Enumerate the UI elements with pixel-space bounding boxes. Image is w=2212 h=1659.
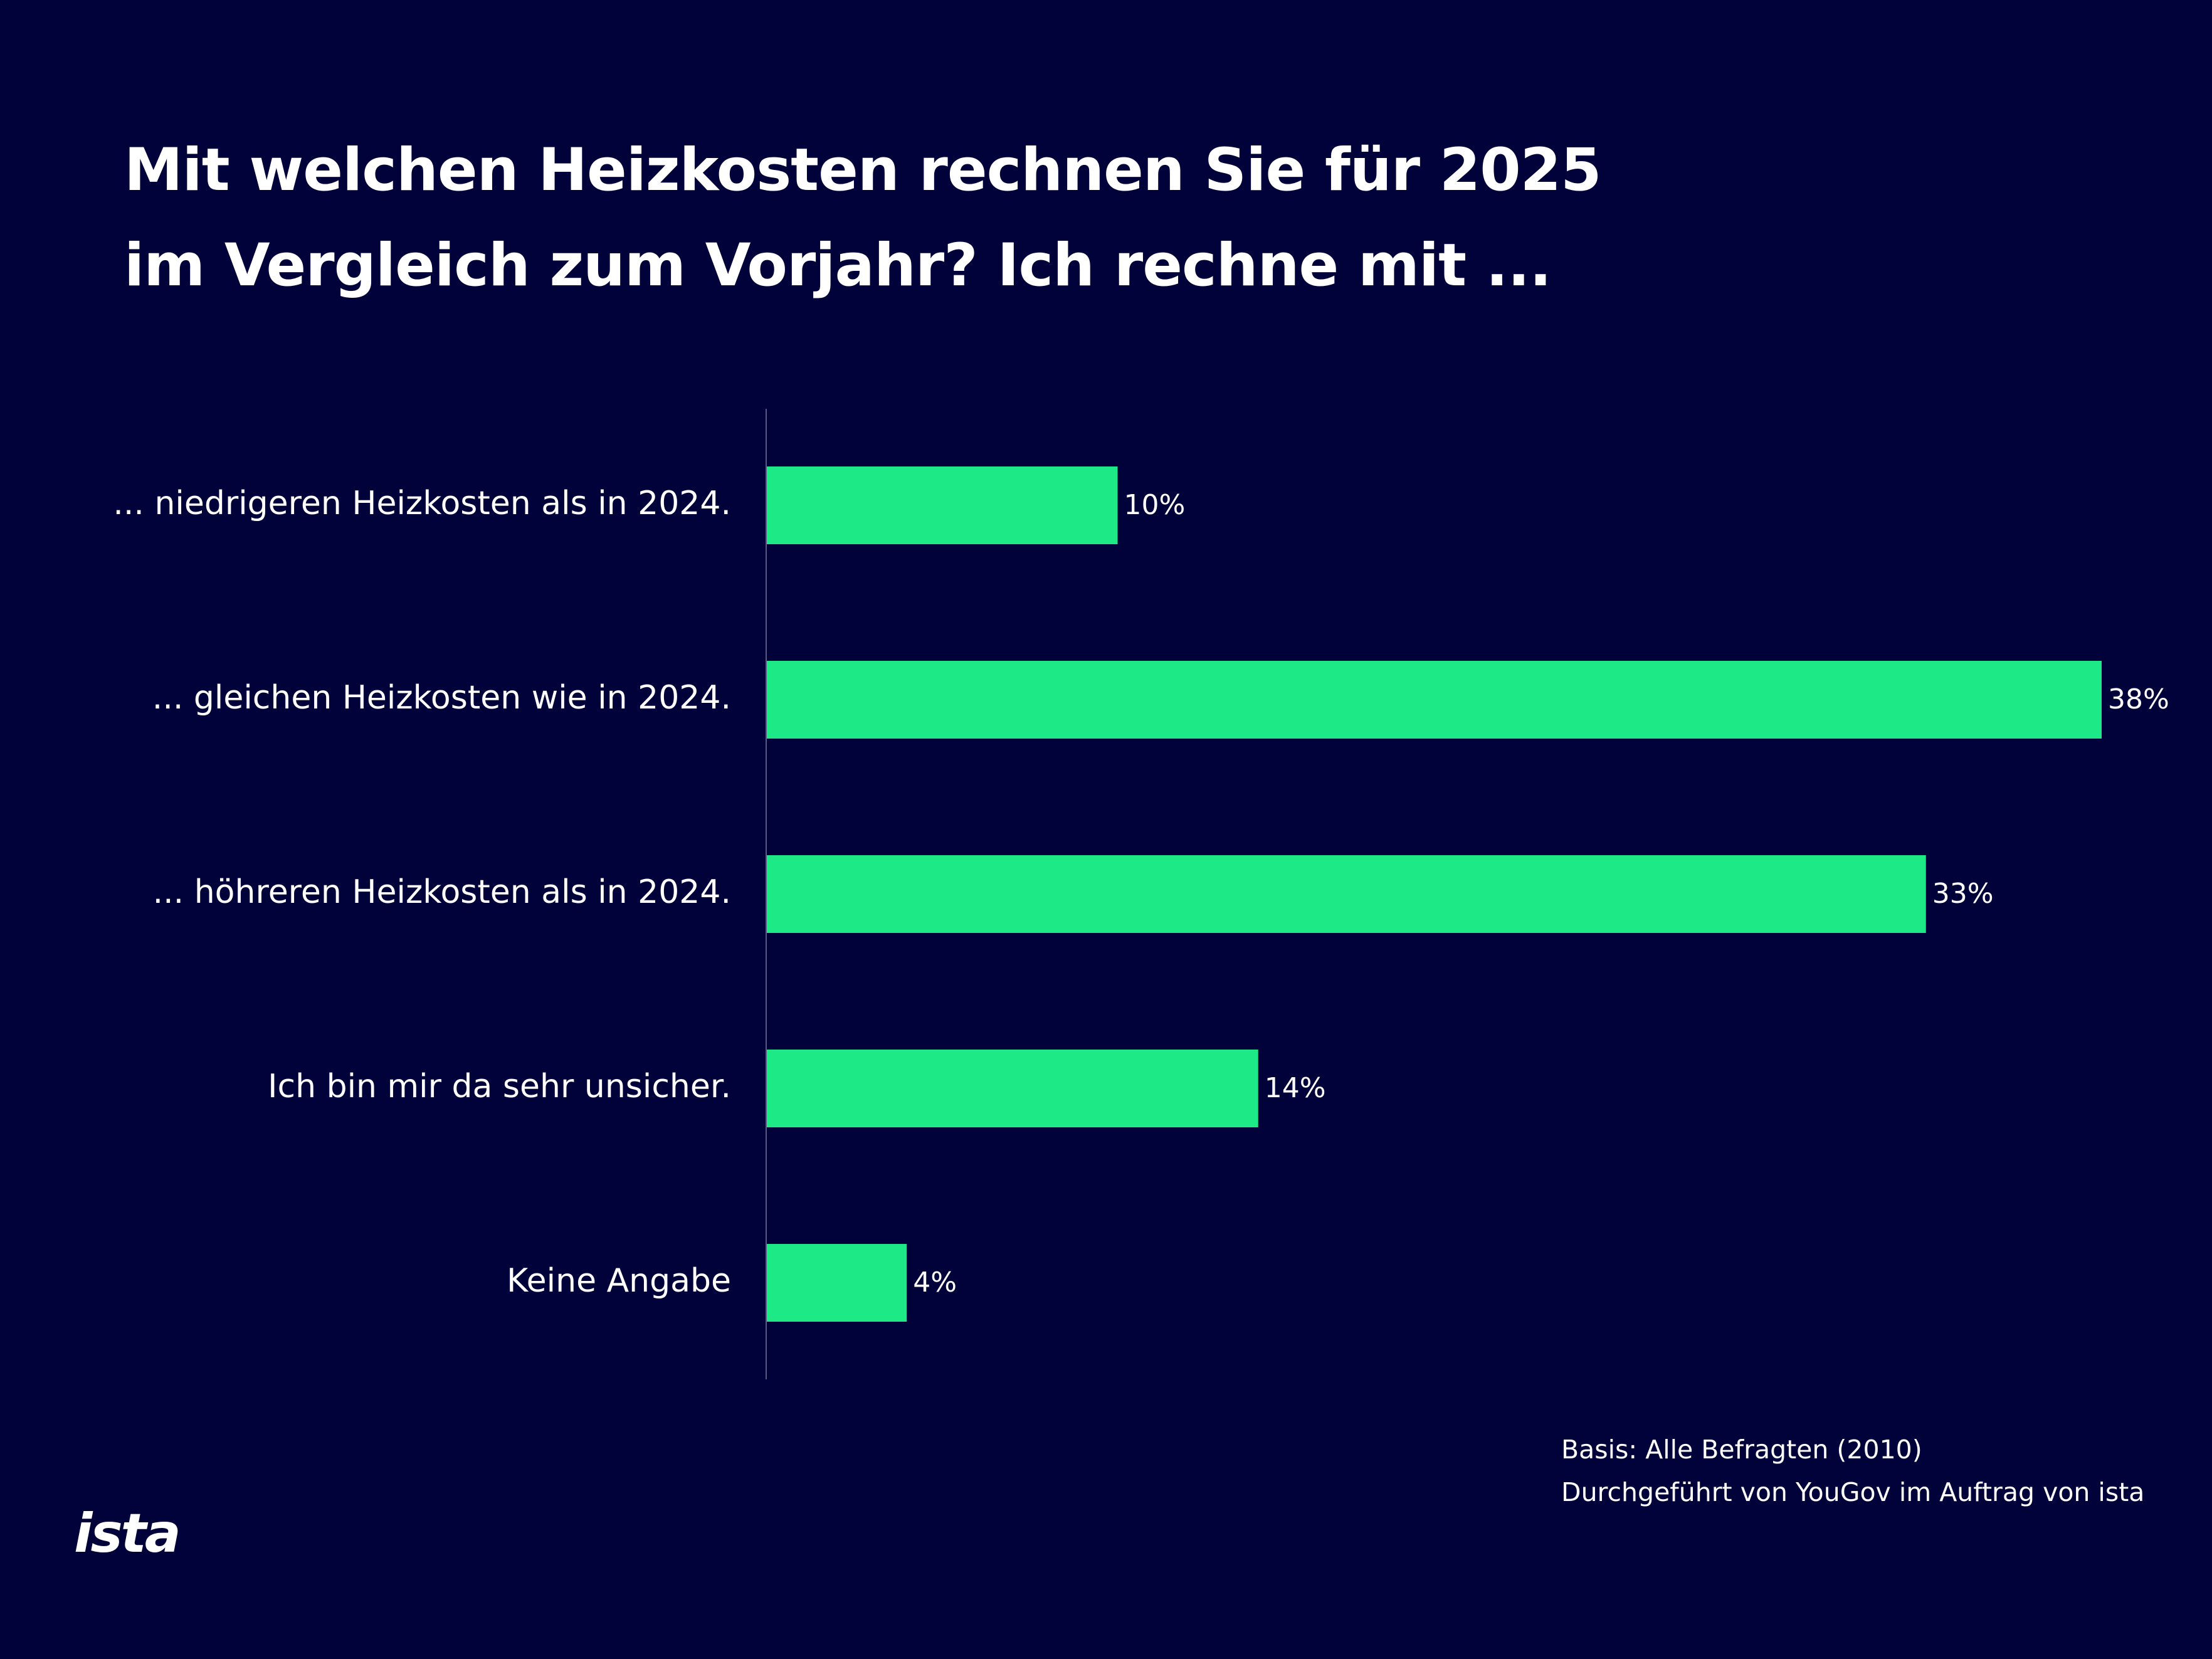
chart-title-line-1: Mit welchen Heizkosten rechnen Sie für 2…: [124, 136, 1601, 204]
source-note-conducted-by: Durchgeführt von YouGov im Auftrag von i…: [1561, 1477, 2145, 1507]
ista-logo: ista: [74, 1502, 181, 1565]
value-label-5: 4%: [913, 1267, 957, 1298]
value-label-1: 10%: [1124, 489, 1186, 521]
category-label-3: ... höhreren Heizkosten als in 2024.: [153, 873, 731, 911]
bar-5: [766, 1244, 907, 1322]
bar-4: [766, 1050, 1258, 1127]
source-note-basis: Basis: Alle Befragten (2010): [1561, 1435, 1922, 1465]
value-label-2: 38%: [2108, 683, 2169, 715]
category-label-1: ... niedrigeren Heizkosten als in 2024.: [113, 485, 731, 522]
category-label-2: ... gleichen Heizkosten wie in 2024.: [152, 679, 731, 717]
bar-1: [766, 466, 1118, 544]
value-label-3: 33%: [1932, 878, 1994, 910]
chart-title: Mit welchen Heizkosten rechnen Sie für 2…: [124, 123, 1817, 313]
value-label-4: 14%: [1265, 1072, 1326, 1104]
bar-2: [766, 661, 2102, 739]
category-label-4: Ich bin mir da sehr unsicher.: [268, 1068, 731, 1105]
source-note: Basis: Alle Befragten (2010) Durchgeführ…: [1561, 1428, 2144, 1514]
chart-title-line-2: im Vergleich zum Vorjahr? Ich rechne mit…: [124, 231, 1552, 300]
bar-3: [766, 855, 1926, 933]
category-label-5: Keine Angabe: [507, 1262, 731, 1300]
